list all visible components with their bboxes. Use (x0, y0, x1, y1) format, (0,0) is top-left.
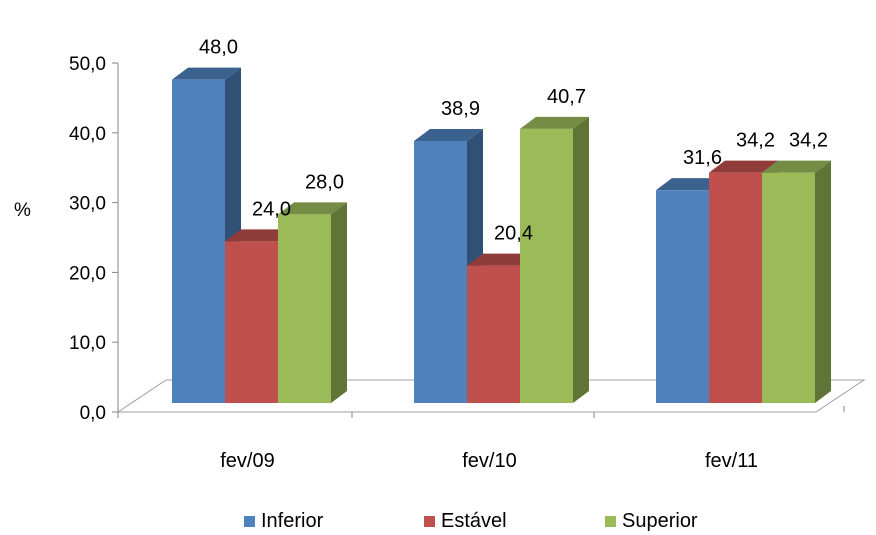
data-label: 20,4 (494, 223, 533, 245)
y-axis-label: % (14, 200, 31, 221)
data-label: 34,2 (736, 130, 775, 152)
bar-top (762, 160, 831, 173)
bar (709, 172, 762, 403)
floor (116, 379, 866, 413)
bar-top (172, 67, 241, 80)
data-labels: 48,0 24,0 28,0 38,9 20,4 40,7 31,6 34,2 34,2 (199, 37, 828, 245)
bar-top (467, 253, 536, 266)
legend-swatch-superior (605, 516, 616, 527)
bar (520, 128, 573, 404)
y-tick-label: 0,0 (80, 403, 106, 424)
y-tick-label: 40,0 (69, 124, 106, 145)
bars (172, 67, 831, 404)
axes: 0,0 10,0 20,0 30,0 40,0 50,0 fev/09 fev/10 fev/1… (69, 54, 866, 472)
legend-label-superior: Superior (622, 510, 698, 532)
x-tick-label: fev/11 (705, 450, 758, 472)
bar-top (278, 202, 347, 215)
data-label: 31,6 (683, 147, 722, 169)
legend-label-inferior: Inferior (261, 510, 324, 532)
bar-side (815, 160, 831, 403)
bar-top (225, 229, 294, 242)
data-label: 28,0 (305, 171, 344, 193)
legend-item-estavel: Estável (424, 508, 507, 535)
y-tick-label: 30,0 (69, 194, 106, 215)
bar-top (656, 178, 725, 191)
x-tick-label: fev/09 (220, 450, 274, 472)
legend-swatch-inferior (244, 516, 255, 527)
legend: Inferior Estável Superior (0, 508, 876, 535)
data-label: 40,7 (547, 86, 586, 108)
x-tick-label: fev/10 (462, 450, 516, 472)
bar (414, 140, 467, 404)
bar-top (520, 116, 589, 129)
bar (467, 265, 520, 403)
bar-top (709, 160, 778, 173)
bar-top (414, 128, 483, 141)
data-label: 24,0 (252, 198, 291, 220)
data-label: 38,9 (441, 98, 480, 120)
data-label: 34,2 (789, 130, 828, 152)
legend-swatch-estavel (424, 516, 435, 527)
bar (656, 190, 709, 403)
legend-item-superior: Superior (605, 508, 698, 535)
bar (225, 241, 278, 403)
legend-label-estavel: Estável (441, 510, 507, 532)
bar (278, 214, 331, 403)
bar-side (331, 202, 347, 403)
bar-side (573, 116, 589, 404)
legend-item-inferior: Inferior (244, 508, 323, 535)
y-tick-label: 10,0 (69, 333, 106, 354)
y-tick-label: 20,0 (69, 263, 106, 284)
bar (762, 172, 815, 403)
data-label: 48,0 (199, 37, 238, 59)
y-tick-label: 50,0 (69, 54, 106, 75)
bar (172, 79, 225, 403)
